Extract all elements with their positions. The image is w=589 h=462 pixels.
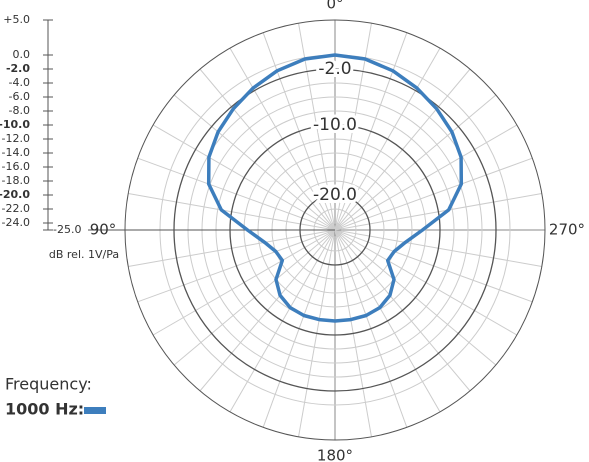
y-tick-label: -12.0 [2,132,30,145]
angle-label: 270° [549,221,585,239]
y-tick-label: -20.0 [0,188,30,201]
y-tick-label: -24.0 [2,216,30,229]
y-tick-label: -25.0 [53,223,81,236]
angle-label: 180° [317,447,353,462]
y-tick-label: -10.0 [0,118,30,131]
y-tick-label: -14.0 [2,146,30,159]
angle-label: 90° [90,221,117,239]
angle-label: 0° [326,0,343,13]
ring-label: -2.0 [318,59,351,79]
y-tick-label: 0.0 [13,48,31,61]
ring-label: -20.0 [313,185,357,205]
y-tick-label: -6.0 [9,90,30,103]
y-tick-label: +5.0 [3,13,30,26]
series-line [206,53,464,323]
y-tick-label: -22.0 [2,202,30,215]
y-tick-label: -8.0 [9,104,30,117]
ring-label: -10.0 [313,115,357,135]
y-tick-label: -16.0 [2,160,30,173]
legend-title: Frequency: [5,375,92,394]
y-tick-label: -4.0 [9,76,30,89]
legend-label: 1000 Hz: [5,400,84,419]
y-tick-label: -2.0 [6,62,30,75]
y-tick-label: -18.0 [2,174,30,187]
axis-label: dB rel. 1V/Pa [49,248,119,261]
legend-swatch [84,407,106,414]
